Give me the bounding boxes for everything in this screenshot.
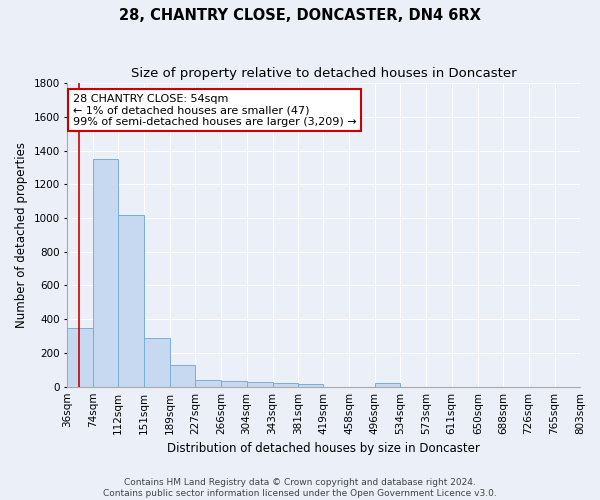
Bar bbox=[93, 159, 118, 386]
Bar bbox=[375, 384, 400, 386]
Text: 28 CHANTRY CLOSE: 54sqm
← 1% of detached houses are smaller (47)
99% of semi-det: 28 CHANTRY CLOSE: 54sqm ← 1% of detached… bbox=[73, 94, 356, 127]
Bar bbox=[118, 214, 144, 386]
Bar bbox=[247, 382, 272, 386]
Text: Contains HM Land Registry data © Crown copyright and database right 2024.
Contai: Contains HM Land Registry data © Crown c… bbox=[103, 478, 497, 498]
Text: 28, CHANTRY CLOSE, DONCASTER, DN4 6RX: 28, CHANTRY CLOSE, DONCASTER, DN4 6RX bbox=[119, 8, 481, 22]
Bar bbox=[272, 384, 298, 386]
Title: Size of property relative to detached houses in Doncaster: Size of property relative to detached ho… bbox=[131, 68, 517, 80]
Bar bbox=[221, 381, 247, 386]
Bar bbox=[144, 338, 170, 386]
Bar bbox=[170, 365, 195, 386]
Y-axis label: Number of detached properties: Number of detached properties bbox=[15, 142, 28, 328]
X-axis label: Distribution of detached houses by size in Doncaster: Distribution of detached houses by size … bbox=[167, 442, 480, 455]
Bar bbox=[195, 380, 221, 386]
Bar bbox=[298, 384, 323, 386]
Bar bbox=[67, 328, 93, 386]
